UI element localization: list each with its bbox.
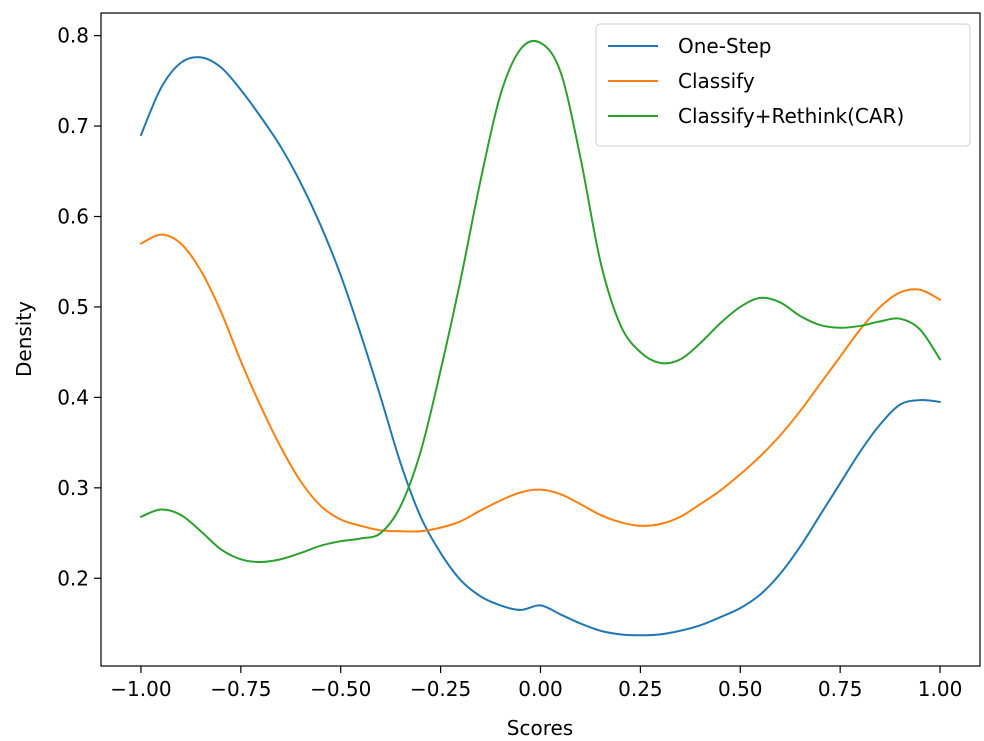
- series-group: [139, 39, 942, 637]
- y-tick-label: 0.6: [57, 204, 89, 228]
- y-tick-label: 0.5: [57, 295, 89, 319]
- legend-label-2: Classify: [678, 69, 755, 93]
- y-axis-label: Density: [12, 301, 36, 377]
- y-axis: 0.2 0.3 0.4 0.5 0.6 0.7 0.8: [57, 24, 101, 590]
- legend: One-Step Classify Classify+Rethink(CAR): [595, 23, 971, 147]
- x-tick-label: 0.50: [718, 677, 763, 701]
- y-tick-label: 0.4: [57, 385, 89, 409]
- x-tick-label: 0.00: [518, 677, 563, 701]
- x-tick-label: −1.00: [110, 677, 171, 701]
- x-tick-label: −0.50: [310, 677, 371, 701]
- x-tick-label: 0.25: [618, 677, 663, 701]
- x-tick-label: 1.00: [918, 677, 963, 701]
- y-tick-label: 0.2: [57, 566, 89, 590]
- legend-label-1: One-Step: [678, 34, 771, 58]
- y-tick-label: 0.3: [57, 476, 89, 500]
- series-line-3: [139, 39, 942, 563]
- x-axis: −1.00 −0.75 −0.50 −0.25 0.00 0.25 0.50 0.75 1.00: [110, 666, 962, 701]
- series-line-2: [139, 233, 942, 533]
- x-tick-label: −0.75: [210, 677, 271, 701]
- legend-items: One-Step Classify Classify+Rethink(CAR): [608, 34, 904, 128]
- y-tick-label: 0.8: [57, 24, 89, 48]
- y-tick-label: 0.7: [57, 114, 89, 138]
- legend-label-3: Classify+Rethink(CAR): [678, 104, 904, 128]
- x-tick-label: 0.75: [818, 677, 863, 701]
- legend-box: [595, 23, 971, 147]
- x-tick-label: −0.25: [410, 677, 471, 701]
- series-line-1: [139, 56, 942, 637]
- x-axis-label: Scores: [507, 716, 573, 740]
